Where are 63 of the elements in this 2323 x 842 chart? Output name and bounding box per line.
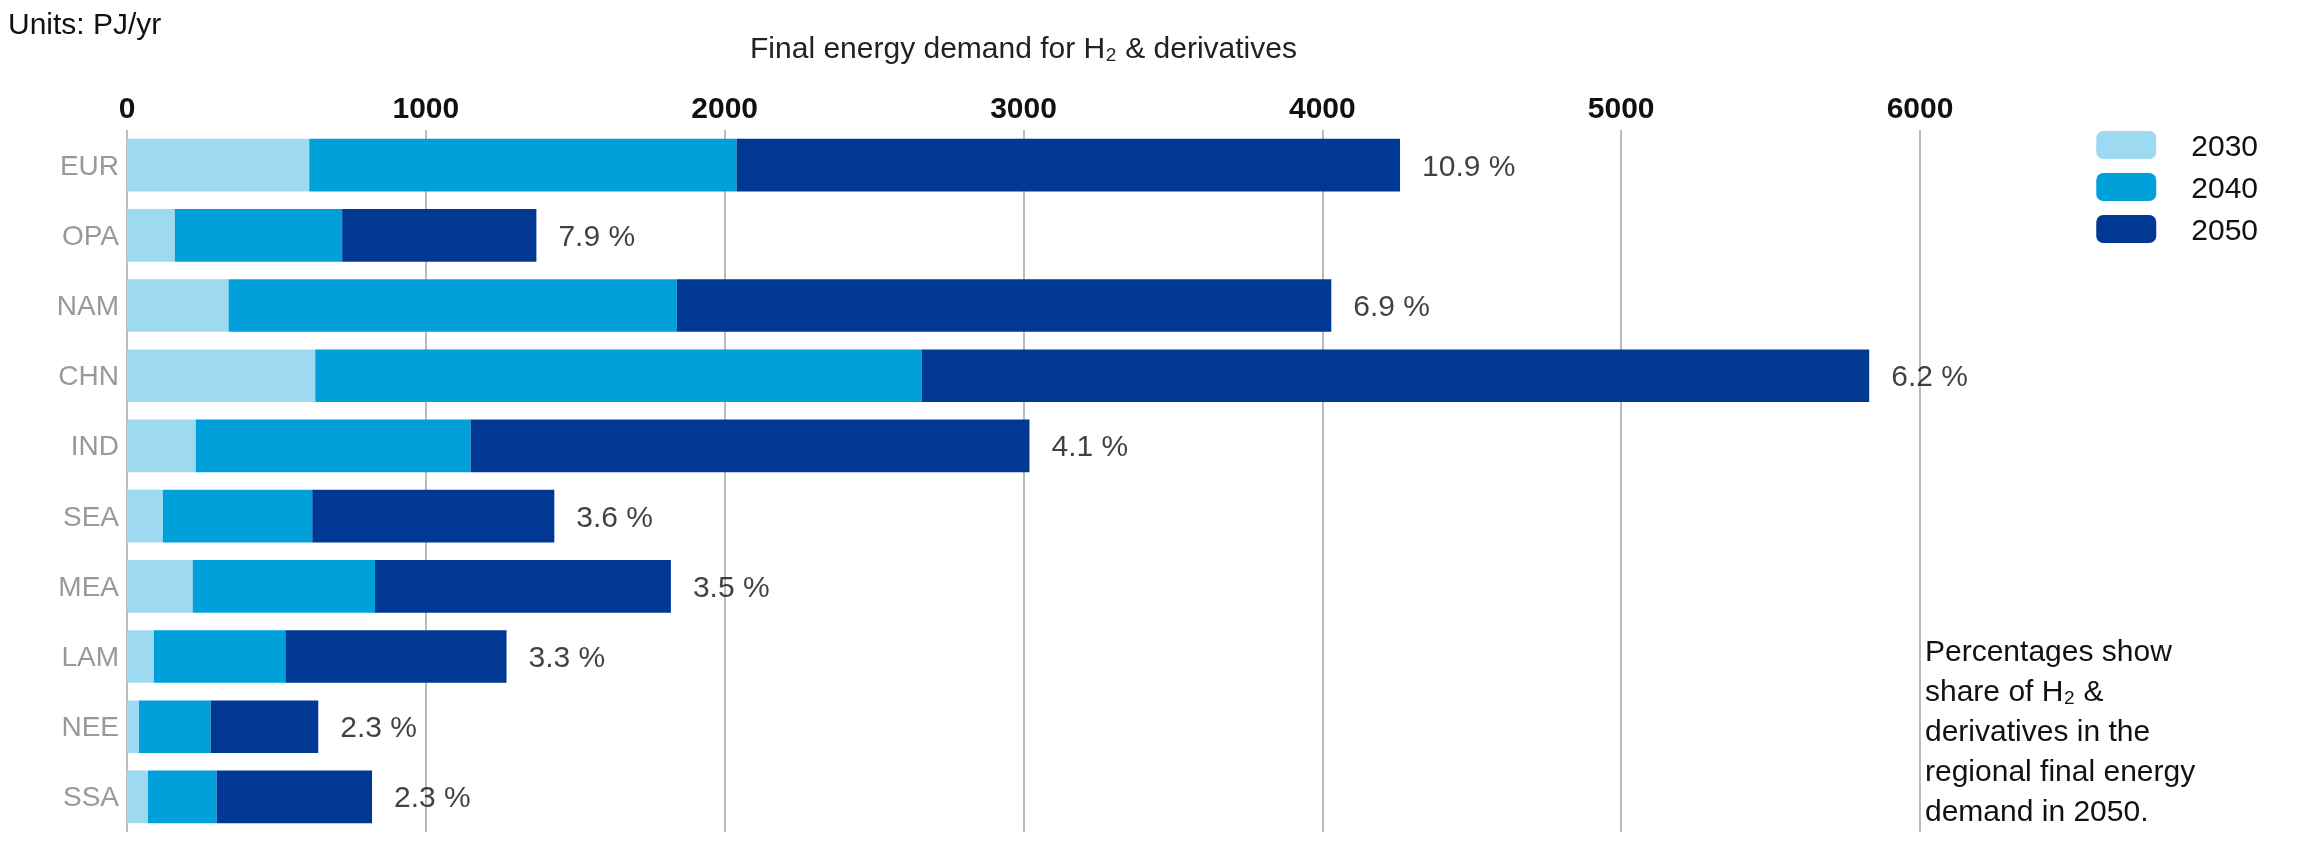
bar xyxy=(162,489,313,543)
y-tick-label: NAM xyxy=(56,290,119,321)
bar xyxy=(228,279,677,332)
bar xyxy=(342,208,537,262)
bar xyxy=(127,700,139,754)
annotation: 10.9 % xyxy=(1422,148,1516,182)
y-tick-label: IND xyxy=(70,430,119,462)
bar xyxy=(375,559,671,613)
bar xyxy=(127,208,175,262)
bar xyxy=(676,279,1332,332)
legend-label: 2040 xyxy=(2191,170,2259,204)
bar xyxy=(153,630,286,683)
y-tick-label: CHN xyxy=(58,360,119,392)
annotation: 4.1 % xyxy=(1051,429,1129,463)
y-tick-label: NEE xyxy=(61,711,119,743)
bar xyxy=(216,770,373,824)
legend-label: 2030 xyxy=(2191,128,2259,162)
y-tick-label: SEA xyxy=(62,500,120,532)
bar xyxy=(127,138,310,192)
bar xyxy=(312,489,555,543)
x-tick-label: 6000 xyxy=(1886,90,1954,124)
annotation: 2.3 % xyxy=(340,710,417,744)
bar xyxy=(147,770,217,824)
y-tick-label: MEA xyxy=(58,570,120,602)
bar xyxy=(921,349,1870,403)
annotation: 6.2 % xyxy=(1891,359,1968,393)
bar xyxy=(127,489,163,543)
bar xyxy=(470,419,1030,473)
y-tick-label: OPA xyxy=(61,219,120,251)
text: Percentages show share of H₂ & derivatives in the regional final energy demand in 2050. xyxy=(1925,633,2204,827)
annotation: 2.3 % xyxy=(394,780,471,814)
bar xyxy=(285,630,507,683)
x-tick-label: 0 xyxy=(118,90,136,124)
text: Units: PJ/yr xyxy=(8,6,162,40)
x-tick-label: 4000 xyxy=(1288,90,1356,124)
y-tick-label: EUR xyxy=(59,149,119,181)
annotation: 6.9 % xyxy=(1353,289,1431,322)
y-tick-label: SSA xyxy=(62,781,120,813)
bar xyxy=(309,138,737,192)
annotation: 3.3 % xyxy=(528,640,606,673)
bar xyxy=(127,279,229,332)
bar xyxy=(195,419,471,473)
bar xyxy=(315,349,922,403)
bar xyxy=(174,208,343,262)
legend-label: 2050 xyxy=(2191,212,2259,246)
annotation: 7.9 % xyxy=(558,218,636,252)
x-axis-title: Final energy demand for H₂ & derivatives xyxy=(750,30,1297,64)
x-tick-label: 3000 xyxy=(990,90,1057,124)
annotation: 3.5 % xyxy=(692,569,770,603)
annotation: 3.6 % xyxy=(576,499,654,533)
bar xyxy=(127,770,148,824)
x-tick-label: 5000 xyxy=(1587,90,1655,124)
x-tick-label: 1000 xyxy=(392,90,460,124)
bar xyxy=(127,630,154,683)
bar xyxy=(210,700,319,754)
bar xyxy=(736,138,1401,192)
bar xyxy=(127,349,316,403)
bar xyxy=(192,559,376,613)
bar xyxy=(138,700,211,754)
x-tick-label: 2000 xyxy=(691,90,759,124)
bar xyxy=(127,419,196,473)
y-tick-label: LAM xyxy=(61,641,119,672)
bar xyxy=(127,559,193,613)
